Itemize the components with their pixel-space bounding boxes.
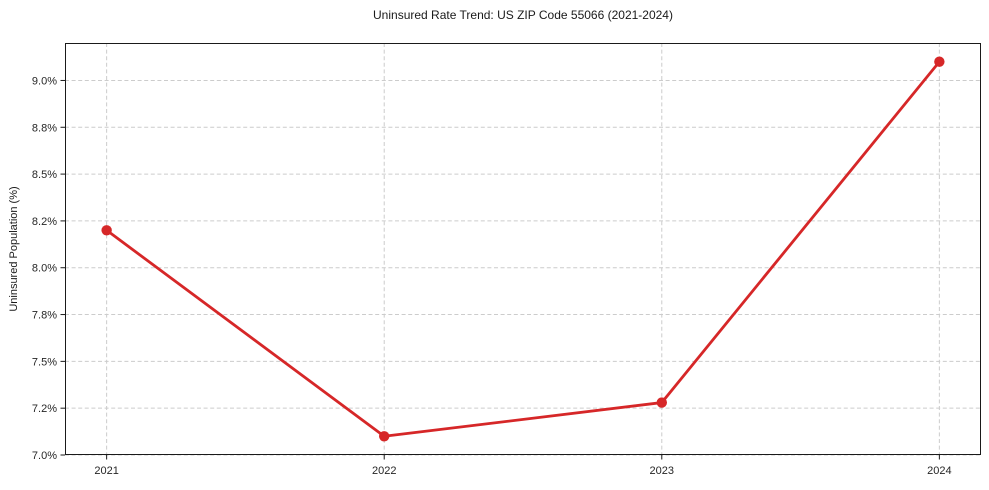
data-point-marker (379, 431, 390, 442)
data-point-marker (934, 56, 945, 67)
y-tick-label: 8.5% (32, 169, 57, 181)
x-tick-label: 2023 (650, 465, 674, 477)
data-point-marker (656, 397, 667, 408)
y-tick-label: 7.0% (32, 450, 57, 462)
chart-title: Uninsured Rate Trend: US ZIP Code 55066 … (373, 8, 673, 22)
y-tick-label: 9.0% (32, 75, 57, 87)
trend-line (105, 60, 941, 438)
y-tick-label: 7.5% (32, 356, 57, 368)
data-point-marker (101, 225, 112, 236)
x-tick-label: 2022 (372, 465, 396, 477)
x-tick-label: 2024 (927, 465, 951, 477)
y-tick-label: 8.2% (32, 216, 57, 228)
y-tick-label: 7.2% (32, 403, 57, 415)
y-tick-label: 8.8% (32, 122, 57, 134)
x-tick-label: 2021 (94, 465, 118, 477)
plot-border (65, 43, 981, 455)
y-tick-label: 8.0% (32, 263, 57, 275)
y-tick-label: 7.8% (32, 310, 57, 322)
